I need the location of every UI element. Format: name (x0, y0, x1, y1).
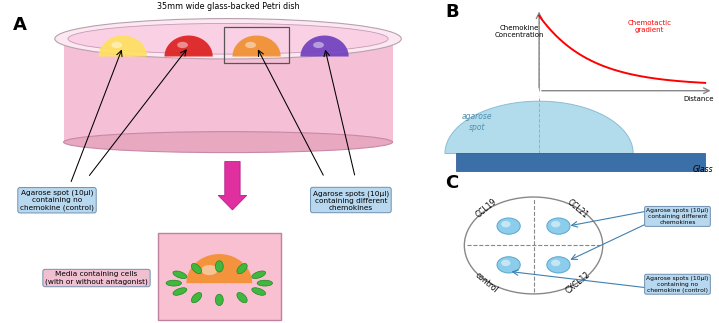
Bar (456, 153, 705, 171)
Bar (158, 233, 280, 320)
Ellipse shape (68, 23, 388, 54)
Text: agarose
spot: agarose spot (462, 112, 493, 132)
Text: B: B (445, 4, 459, 22)
Ellipse shape (111, 42, 122, 48)
FancyArrow shape (218, 162, 247, 210)
Text: C: C (445, 174, 458, 192)
Polygon shape (99, 36, 147, 57)
Text: Agarose spots (10μl)
containing different
chemokines: Agarose spots (10μl) containing differen… (313, 190, 389, 211)
Ellipse shape (245, 42, 256, 48)
Polygon shape (445, 101, 633, 153)
Ellipse shape (55, 18, 401, 59)
Ellipse shape (257, 280, 273, 286)
Text: Glass: Glass (693, 165, 713, 174)
Polygon shape (165, 36, 213, 57)
Circle shape (551, 221, 560, 227)
Text: Agarose spots (10μl)
containing different
chemokines: Agarose spots (10μl) containing differen… (646, 208, 709, 225)
Ellipse shape (177, 42, 188, 48)
Text: Distance: Distance (683, 96, 713, 102)
Ellipse shape (216, 294, 223, 306)
Circle shape (497, 218, 521, 234)
Polygon shape (63, 44, 393, 142)
Text: CXCL12: CXCL12 (564, 269, 592, 295)
Circle shape (497, 257, 521, 273)
Circle shape (551, 260, 560, 266)
Text: control: control (473, 270, 500, 294)
Text: Agarose spot (10μl)
containing no
chemokine (control): Agarose spot (10μl) containing no chemok… (20, 190, 94, 211)
Ellipse shape (191, 264, 202, 274)
Ellipse shape (173, 288, 187, 295)
Ellipse shape (173, 271, 187, 278)
Text: Agarose spots (10μl)
containing no
chemokine (control): Agarose spots (10μl) containing no chemo… (646, 276, 709, 293)
Ellipse shape (63, 131, 393, 152)
Ellipse shape (313, 42, 324, 48)
Bar (224, 27, 290, 63)
Text: A: A (13, 16, 27, 34)
Ellipse shape (216, 261, 223, 272)
Ellipse shape (237, 264, 247, 274)
Ellipse shape (252, 271, 265, 278)
Ellipse shape (201, 265, 218, 275)
Text: CCL19: CCL19 (475, 197, 499, 220)
Polygon shape (232, 36, 280, 57)
Polygon shape (186, 254, 252, 283)
Circle shape (547, 257, 570, 273)
Circle shape (501, 260, 510, 266)
Text: CCL21: CCL21 (566, 197, 590, 220)
Ellipse shape (237, 293, 247, 303)
Ellipse shape (166, 280, 181, 286)
Text: Chemokine
Concentration: Chemokine Concentration (495, 25, 544, 38)
Polygon shape (301, 36, 349, 57)
Text: Media containing cells
(with or without antagonist): Media containing cells (with or without … (45, 271, 148, 285)
Ellipse shape (191, 293, 202, 303)
Text: 35mm wide glass-backed Petri dish: 35mm wide glass-backed Petri dish (157, 2, 299, 11)
Text: Chemotactic
gradient: Chemotactic gradient (628, 20, 672, 33)
Circle shape (501, 221, 510, 227)
Ellipse shape (252, 288, 265, 295)
Circle shape (547, 218, 570, 234)
